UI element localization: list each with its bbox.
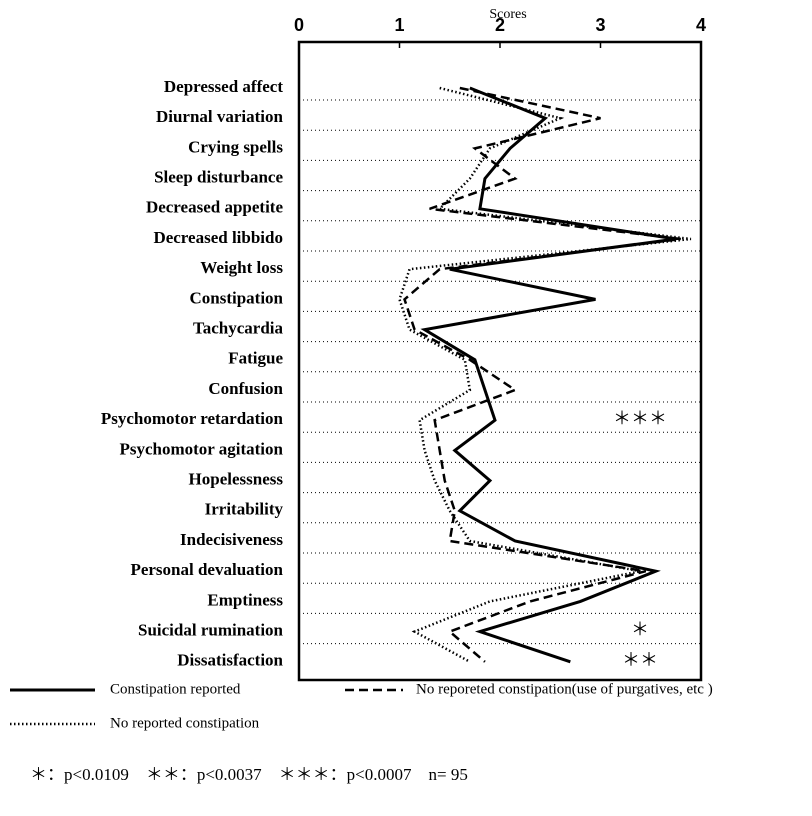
legend-label: Constipation reported	[110, 681, 241, 697]
series-line	[403, 86, 682, 663]
legend-label: No reported constipation	[110, 715, 260, 731]
category-label: Weight loss	[200, 258, 283, 277]
category-label: Indecisiveness	[180, 530, 283, 549]
category-label: Depressed affect	[164, 77, 283, 96]
series-line	[398, 86, 692, 663]
category-label: Suicidal rumination	[138, 621, 284, 640]
x-tick-label: 2	[495, 15, 505, 35]
category-label: Personal devaluation	[130, 560, 283, 579]
category-label: Tachycardia	[193, 319, 284, 338]
footnote: ＊：p<0.0109 ＊＊：p<0.0037 ＊＊＊：p<0.0007 n= 9…	[30, 765, 468, 784]
category-label: Diurnal variation	[156, 107, 284, 126]
plot-frame	[297, 40, 703, 682]
significance-mark: ＊	[631, 620, 649, 640]
category-label: Constipation	[189, 288, 283, 307]
x-tick-label: 3	[595, 15, 605, 35]
significance-mark: ＊＊＊	[613, 408, 667, 428]
category-label: Emptiness	[207, 590, 283, 609]
category-label: Psychomotor agitation	[119, 439, 283, 458]
axis-label: Scores	[489, 7, 526, 22]
x-tick-label: 4	[696, 15, 706, 35]
category-label: Confusion	[208, 379, 283, 398]
category-label: Sleep disturbance	[154, 168, 283, 187]
x-tick-label: 1	[394, 15, 404, 35]
category-label: Fatigue	[228, 349, 283, 368]
legend-label: No reporeted constipation(use of purgati…	[416, 681, 713, 697]
series-line	[420, 86, 677, 664]
significance-mark: ＊＊	[622, 650, 658, 670]
category-label: Irritability	[205, 500, 284, 519]
category-label: Decreased libbido	[153, 228, 283, 247]
category-label: Crying spells	[188, 137, 283, 156]
x-tick-label: 0	[294, 15, 304, 35]
category-label: Decreased appetite	[146, 198, 284, 217]
category-label: Hopelessness	[189, 470, 284, 489]
category-label: Dissatisfaction	[177, 651, 283, 670]
category-label: Psychomotor retardation	[101, 409, 284, 428]
